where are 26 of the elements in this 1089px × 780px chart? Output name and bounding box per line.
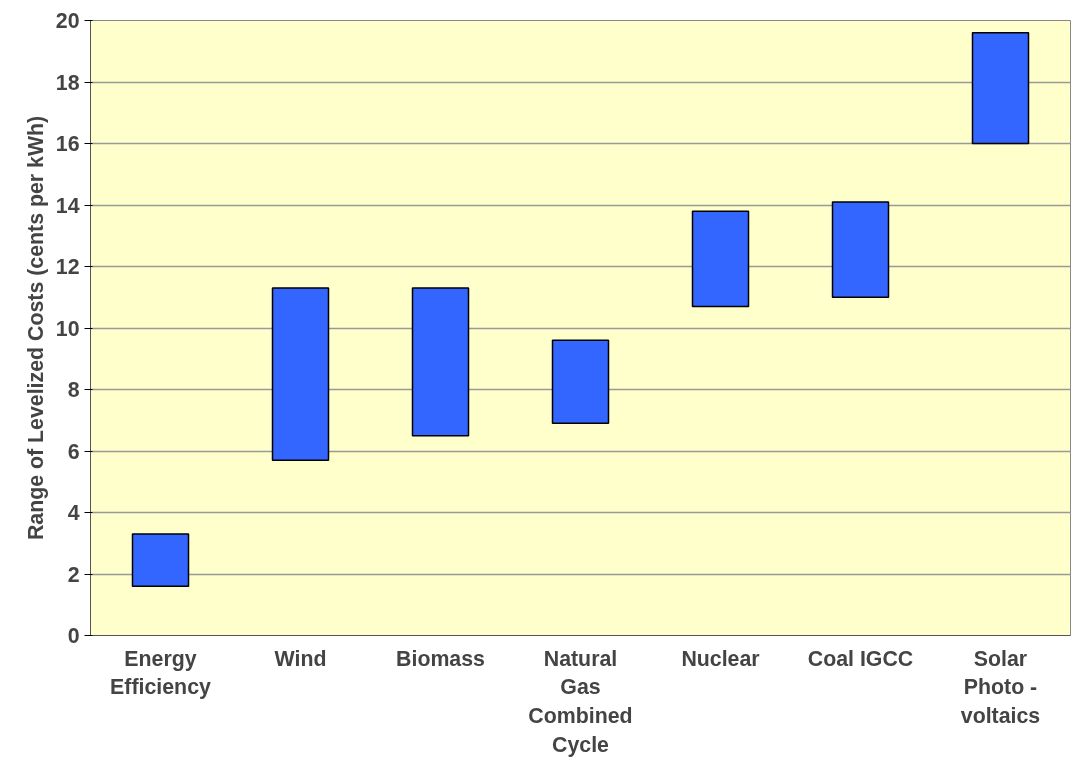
bar xyxy=(971,32,1030,145)
y-tick-label: 12 xyxy=(55,255,80,279)
bar xyxy=(691,210,750,308)
x-tick-label: Energy Efficiency xyxy=(110,646,212,700)
x-tick-label: Nuclear xyxy=(681,646,760,671)
x-tick-label: Coal IGCC xyxy=(807,646,914,671)
y-tick-label: 18 xyxy=(55,70,80,95)
y-tick-label: 0 xyxy=(67,624,80,648)
y-tick-label: 16 xyxy=(55,132,80,156)
y-tick-label: 2 xyxy=(67,562,80,587)
bar xyxy=(411,287,470,437)
y-tick-label: 4 xyxy=(67,501,80,525)
bar xyxy=(551,339,610,425)
x-tick-label: Wind xyxy=(274,646,327,671)
y-tick-label: 10 xyxy=(55,316,80,341)
y-tick-label: 14 xyxy=(55,193,80,218)
bar xyxy=(831,201,890,298)
y-axis-title: Range of Levelized Costs (cents per kWh) xyxy=(23,115,48,541)
x-tick-label: Biomass xyxy=(396,646,485,671)
bar xyxy=(131,533,190,588)
x-tick-label: Solar Photo - voltaics xyxy=(960,646,1041,729)
x-tick-label: Natural Gas Combined Cycle xyxy=(528,646,633,757)
bar xyxy=(271,287,330,461)
y-tick-label: 20 xyxy=(55,9,80,33)
y-tick-label: 6 xyxy=(67,439,80,464)
y-tick-label: 8 xyxy=(67,378,80,402)
